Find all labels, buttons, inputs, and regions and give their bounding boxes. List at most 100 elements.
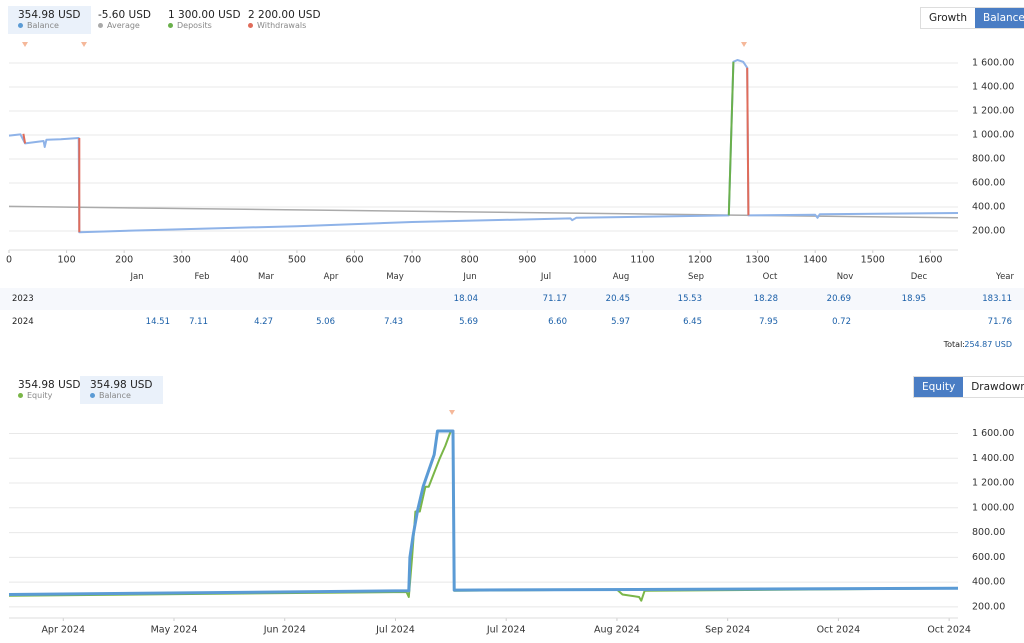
- toggle-button[interactable]: Growth: [921, 8, 976, 28]
- x-tick-label: Jul 2024: [375, 625, 415, 636]
- column-header: Jan: [130, 272, 144, 282]
- table-value: 183.11: [982, 294, 1012, 304]
- table-value: 0.72: [832, 317, 851, 327]
- legend-dot: [168, 23, 173, 28]
- legend-dot: [90, 393, 95, 398]
- toggle-button[interactable]: Equity: [914, 377, 964, 397]
- x-tick-label: Oct 2024: [817, 625, 861, 636]
- toggle-button[interactable]: Balance: [975, 8, 1024, 28]
- table-value: 4.27: [254, 317, 273, 327]
- table-value: 7.95: [759, 317, 778, 327]
- series-line: [8, 430, 959, 602]
- row-label: 2024: [12, 317, 34, 327]
- table-value: 20.69: [826, 294, 851, 304]
- table-value: 18.95: [901, 294, 926, 304]
- x-tick-label: Sep 2024: [705, 625, 750, 636]
- toggle-group: Growth Balance: [920, 7, 1024, 29]
- x-tick-label: 300: [173, 255, 191, 266]
- x-tick-label: May 2024: [151, 625, 198, 636]
- monthly-table: Jan Feb Mar Apr May Jun Jul Aug Sep Oct Nov Dec Year…: [0, 268, 1024, 358]
- series-line: [8, 429, 959, 596]
- y-tick-label: 600.00: [972, 178, 1005, 189]
- equity-chart: 200.00 400.00 600.00 800.00 1 000.00 1 200.00…: [8, 410, 1014, 636]
- table-value: 15.53: [677, 294, 702, 304]
- stat-label-row: Deposits: [168, 21, 241, 30]
- y-tick-label: 1 200.00: [972, 478, 1014, 489]
- table-value: 71.76: [987, 317, 1012, 327]
- stat-item: -5.60 USD Average: [88, 6, 161, 34]
- x-tick-label: 800: [461, 255, 479, 266]
- column-header: Jun: [463, 272, 477, 282]
- legend-dot: [18, 393, 23, 398]
- stat-label: Balance: [99, 391, 131, 400]
- stat-item: 1 300.00 USD Deposits: [158, 6, 251, 34]
- stat-label: Equity: [27, 391, 53, 400]
- y-tick-label: 200.00: [972, 226, 1005, 237]
- stat-value: 2 200.00 USD: [248, 9, 321, 21]
- x-tick-label: 1600: [918, 255, 942, 266]
- stat-value: 1 300.00 USD: [168, 9, 241, 21]
- x-tick-label: 400: [230, 255, 248, 266]
- x-tick-label: 900: [518, 255, 536, 266]
- column-header: Aug: [612, 272, 630, 282]
- column-header: Feb: [194, 272, 210, 282]
- x-tick-label: 0: [6, 255, 12, 266]
- column-header: Apr: [323, 272, 339, 282]
- toggle-button[interactable]: Drawdown: [963, 377, 1024, 397]
- column-header: Nov: [836, 272, 854, 282]
- column-header: Mar: [257, 272, 275, 282]
- table-value: 71.17: [542, 294, 567, 304]
- stat-label-row: Equity: [18, 391, 81, 400]
- y-tick-label: 1 600.00: [972, 428, 1014, 439]
- table-value: 14.51: [145, 317, 170, 327]
- stat-item: 354.98 USD Balance: [80, 376, 163, 404]
- legend-dot: [248, 23, 253, 28]
- column-header: May: [386, 272, 404, 282]
- column-header: Jul: [540, 272, 552, 282]
- legend-dot: [18, 23, 23, 28]
- table-value: 6.60: [548, 317, 567, 327]
- y-tick-label: 1 400.00: [972, 453, 1014, 464]
- x-tick-label: 1000: [573, 255, 597, 266]
- series-line: [8, 59, 959, 234]
- table-value: 5.06: [316, 317, 335, 327]
- y-tick-label: 1 400.00: [972, 82, 1014, 93]
- x-tick-label: Apr 2024: [41, 625, 85, 636]
- toggle-group: Equity Drawdown: [913, 376, 1024, 398]
- total-value: 254.87 USD: [964, 340, 1012, 349]
- x-tick-label: Jul 2024: [486, 625, 526, 636]
- event-marker: [22, 42, 28, 47]
- stat-label-row: Withdrawals: [248, 21, 321, 30]
- x-tick-label: 200: [115, 255, 133, 266]
- table-value: 5.69: [459, 317, 478, 327]
- event-marker: [449, 410, 455, 415]
- stat-label-row: Balance: [18, 21, 81, 30]
- x-tick-label: 1500: [861, 255, 885, 266]
- y-tick-label: 800.00: [972, 154, 1005, 165]
- event-marker: [741, 42, 747, 47]
- table-value: 5.97: [611, 317, 630, 327]
- table-value: 20.45: [605, 294, 630, 304]
- y-tick-label: 1 000.00: [972, 130, 1014, 141]
- series-line: [22, 67, 750, 233]
- legend-dot: [98, 23, 103, 28]
- x-tick-label: 1100: [630, 255, 654, 266]
- y-tick-label: 400.00: [972, 202, 1005, 213]
- column-header: Oct: [762, 272, 778, 282]
- y-tick-label: 800.00: [972, 527, 1005, 538]
- balance-chart: 200.00 400.00 600.00 800.00 1 000.00 1 200.00…: [6, 42, 1014, 266]
- row-band: [0, 288, 1024, 310]
- stat-label-row: Average: [98, 21, 151, 30]
- stat-value: 354.98 USD: [90, 379, 153, 391]
- y-tick-label: 1 200.00: [972, 106, 1014, 117]
- y-tick-label: 400.00: [972, 577, 1005, 588]
- column-header: Dec: [910, 272, 928, 282]
- x-tick-label: Jun 2024: [263, 625, 306, 636]
- stat-item: 2 200.00 USD Withdrawals: [238, 6, 331, 34]
- stat-item: 354.98 USD Equity: [8, 376, 91, 404]
- stat-label: Balance: [27, 21, 59, 30]
- x-tick-label: 100: [58, 255, 76, 266]
- table-value: 18.04: [453, 294, 478, 304]
- x-tick-label: 600: [345, 255, 363, 266]
